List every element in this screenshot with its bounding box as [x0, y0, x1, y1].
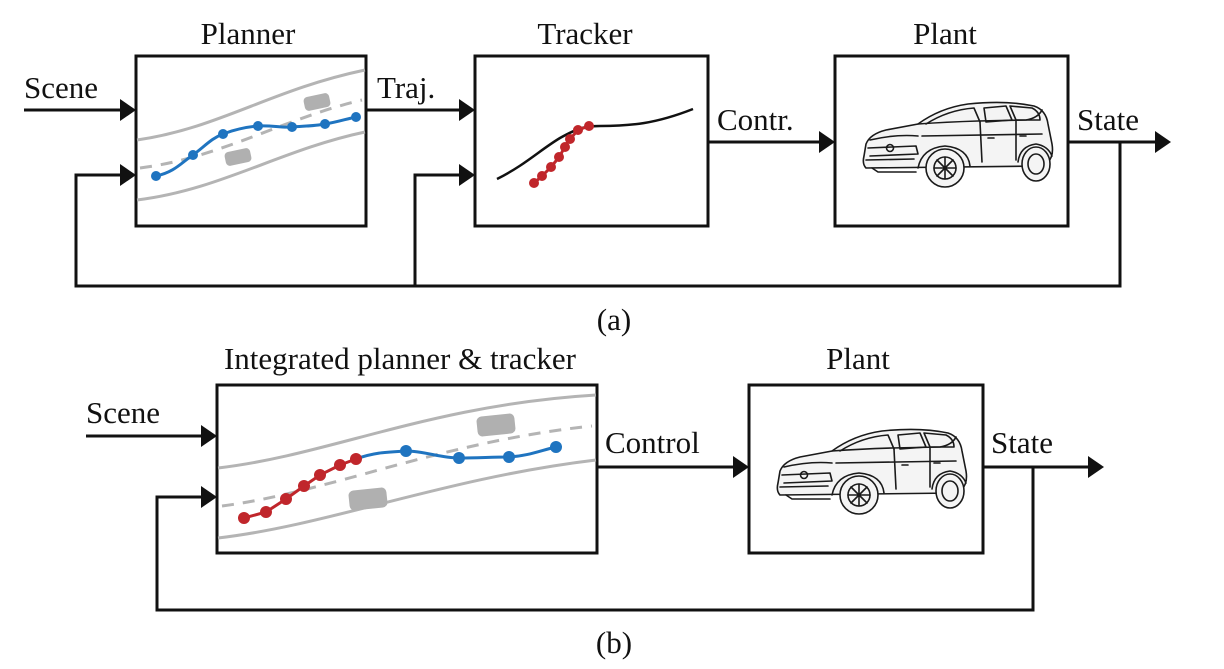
state-label-a: State: [1077, 102, 1139, 137]
state-label-b: State: [991, 425, 1053, 460]
obstacle-car: [303, 93, 331, 111]
arrow-head-icon: [120, 164, 136, 186]
caption-b: (b): [596, 625, 632, 660]
planner-title: Planner: [201, 16, 296, 51]
arrow-head-icon: [201, 425, 217, 447]
arrow-head-icon: [459, 164, 475, 186]
obstacle-car: [476, 413, 516, 437]
obstacle-car: [348, 487, 388, 511]
arrow-head-icon: [120, 99, 136, 121]
contr-label: Contr.: [717, 102, 794, 137]
arrow-head-icon: [1088, 456, 1104, 478]
caption-a: (a): [597, 302, 631, 337]
feedback-wire-a: [74, 142, 1122, 288]
integrated-road: [217, 393, 597, 540]
scene-label-a: Scene: [24, 70, 98, 105]
diagram-a: Planner Tracker Plant: [24, 16, 1171, 337]
tracker-plot: [496, 107, 694, 188]
feedback-wire-b: [155, 467, 1035, 612]
diagram-b: Integrated planner & tracker Plant: [86, 341, 1104, 660]
tracker-box: [473, 54, 710, 228]
obstacle-car: [224, 148, 252, 166]
planned-trajectory-a: [151, 112, 361, 181]
plant-title-b: Plant: [826, 341, 890, 376]
arrow-head-icon: [1155, 131, 1171, 153]
planner-road: [136, 68, 366, 202]
arrow-head-icon: [733, 456, 749, 478]
arrow-head-icon: [459, 99, 475, 121]
tracker-title: Tracker: [537, 16, 633, 51]
traj-label: Traj.: [377, 70, 435, 105]
arrow-head-icon: [819, 131, 835, 153]
integrated-title: Integrated planner & tracker: [224, 341, 577, 376]
feedback-branch-tracker: [413, 173, 459, 286]
plant-title-a: Plant: [913, 16, 977, 51]
arrow-head-icon: [201, 486, 217, 508]
control-label: Control: [605, 425, 700, 460]
scene-label-b: Scene: [86, 395, 160, 430]
integrated-trajectory: [238, 441, 562, 524]
